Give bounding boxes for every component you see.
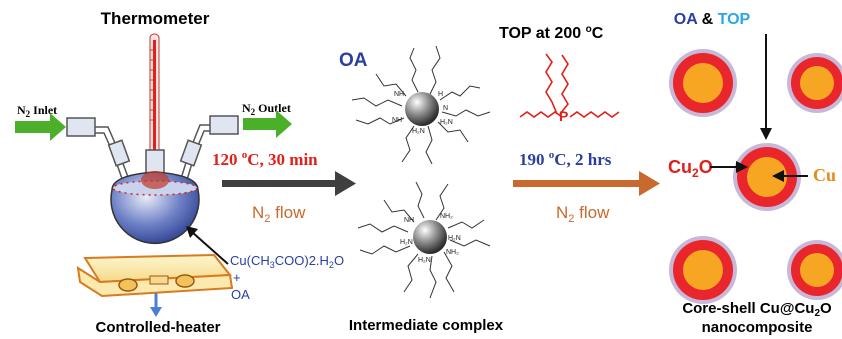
phosphorus-atom: P bbox=[559, 108, 568, 124]
precursor-pointer-arrow bbox=[186, 226, 229, 265]
heater-label: Controlled-heater bbox=[95, 319, 220, 336]
step1-flow: N2 flow bbox=[252, 203, 306, 225]
step1-conditions: 120 oC, 30 min bbox=[212, 149, 318, 169]
svg-text:H₂N: H₂N bbox=[440, 119, 453, 126]
step1: 120 oC, 30 min N2 flow bbox=[212, 149, 356, 225]
product: OA & TOP Cu2O Cu bbox=[668, 11, 842, 336]
core-shell-particle bbox=[733, 143, 801, 211]
cu2o-label: Cu2O bbox=[668, 157, 713, 180]
svg-text:H₂N: H₂N bbox=[448, 235, 461, 242]
svg-text:H₂N: H₂N bbox=[400, 239, 413, 246]
precursor-plus: + bbox=[233, 270, 241, 285]
product-caption-line2: nanocomposite bbox=[702, 319, 813, 336]
svg-text:H₂N: H₂N bbox=[412, 128, 425, 135]
core-shell-particle bbox=[787, 240, 842, 300]
svg-text:NH₂: NH₂ bbox=[440, 213, 453, 220]
cu-pointer-arrow bbox=[772, 170, 808, 182]
precursor-oa: OA bbox=[231, 287, 250, 302]
core-shell-particle bbox=[669, 49, 737, 117]
intermediate-oa-label: OA bbox=[339, 50, 368, 71]
svg-text:H: H bbox=[438, 91, 443, 98]
core-shell-particle bbox=[669, 236, 737, 304]
top-molecule bbox=[519, 53, 620, 118]
intermediate-complex: OA NH H N NH H₂N H₂N bbox=[339, 45, 504, 334]
thermometer bbox=[149, 33, 160, 185]
product-ligand-label: OA & TOP bbox=[674, 11, 751, 28]
nanoparticle-bottom: NH NH₂ H₂N H₂N H₂N NH₂ bbox=[357, 181, 491, 299]
cu-label: Cu bbox=[813, 165, 836, 185]
cu2o-pointer-arrow bbox=[710, 161, 748, 173]
precursor-formula: Cu(CH3COO)2.H2O bbox=[230, 253, 344, 270]
product-caption-line1: Core-shell Cu@Cu2O bbox=[682, 300, 832, 319]
step1-arrow bbox=[222, 171, 356, 196]
n2-inlet-arrow bbox=[15, 113, 66, 141]
svg-text:NH: NH bbox=[394, 91, 404, 98]
step2-arrow bbox=[513, 171, 660, 196]
heater-down-arrow bbox=[150, 293, 162, 317]
svg-text:N: N bbox=[443, 105, 448, 112]
svg-text:NH: NH bbox=[404, 217, 414, 224]
core-shell-particle bbox=[787, 53, 842, 113]
n2-outlet-arrow bbox=[243, 110, 292, 138]
step2-conditions: 190 oC, 2 hrs bbox=[519, 149, 612, 169]
step2-flow: N2 flow bbox=[556, 203, 610, 225]
controlled-heater bbox=[76, 253, 234, 298]
svg-text:H₂N: H₂N bbox=[418, 257, 431, 264]
thermometer-label: Thermometer bbox=[101, 9, 210, 28]
step2: TOP at 200 oC P 190 oC, 2 hrs N2 flow bbox=[499, 24, 660, 225]
nanoparticle-top: NH H N NH H₂N H₂N bbox=[351, 45, 491, 165]
top-conditions: TOP at 200 oC bbox=[499, 24, 604, 42]
intermediate-caption: Intermediate complex bbox=[349, 317, 504, 334]
reaction-setup: Thermometer N2 Inlet N2 Outlet bbox=[15, 9, 344, 336]
n2-outlet-label: N2 Outlet bbox=[242, 101, 291, 117]
svg-text:NH₂: NH₂ bbox=[446, 249, 459, 256]
ligand-pointer-arrow bbox=[760, 34, 772, 140]
svg-text:NH: NH bbox=[392, 117, 402, 124]
round-bottom-flask bbox=[110, 171, 200, 244]
